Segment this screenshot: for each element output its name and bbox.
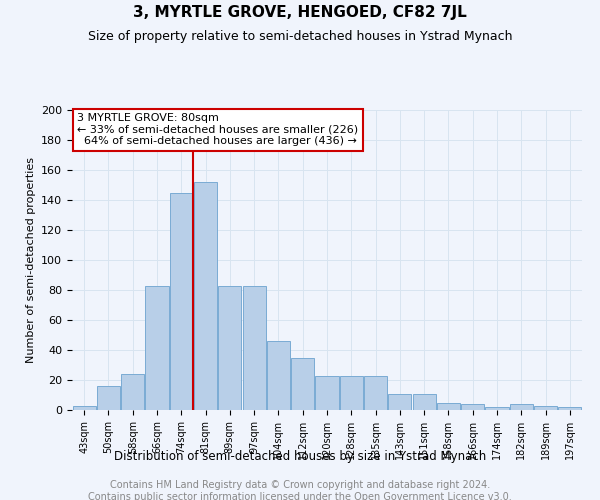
- Bar: [170, 192, 193, 410]
- Text: Contains HM Land Registry data © Crown copyright and database right 2024.: Contains HM Land Registry data © Crown c…: [110, 480, 490, 490]
- Y-axis label: Number of semi-detached properties: Number of semi-detached properties: [26, 157, 35, 363]
- Bar: [534, 406, 557, 410]
- Bar: [121, 374, 144, 410]
- Bar: [145, 286, 169, 410]
- Bar: [73, 406, 95, 410]
- Bar: [242, 286, 266, 410]
- Bar: [461, 404, 484, 410]
- Text: 3 MYRTLE GROVE: 80sqm
← 33% of semi-detached houses are smaller (226)
  64% of s: 3 MYRTLE GROVE: 80sqm ← 33% of semi-deta…: [77, 113, 358, 146]
- Bar: [485, 407, 509, 410]
- Bar: [437, 402, 460, 410]
- Text: Contains public sector information licensed under the Open Government Licence v3: Contains public sector information licen…: [88, 492, 512, 500]
- Text: Size of property relative to semi-detached houses in Ystrad Mynach: Size of property relative to semi-detach…: [88, 30, 512, 43]
- Bar: [559, 407, 581, 410]
- Bar: [510, 404, 533, 410]
- Bar: [316, 376, 338, 410]
- Bar: [340, 376, 363, 410]
- Text: Distribution of semi-detached houses by size in Ystrad Mynach: Distribution of semi-detached houses by …: [114, 450, 486, 463]
- Bar: [97, 386, 120, 410]
- Bar: [291, 358, 314, 410]
- Bar: [218, 286, 241, 410]
- Bar: [364, 376, 387, 410]
- Bar: [388, 394, 412, 410]
- Bar: [413, 394, 436, 410]
- Bar: [194, 182, 217, 410]
- Bar: [267, 341, 290, 410]
- Text: 3, MYRTLE GROVE, HENGOED, CF82 7JL: 3, MYRTLE GROVE, HENGOED, CF82 7JL: [133, 5, 467, 20]
